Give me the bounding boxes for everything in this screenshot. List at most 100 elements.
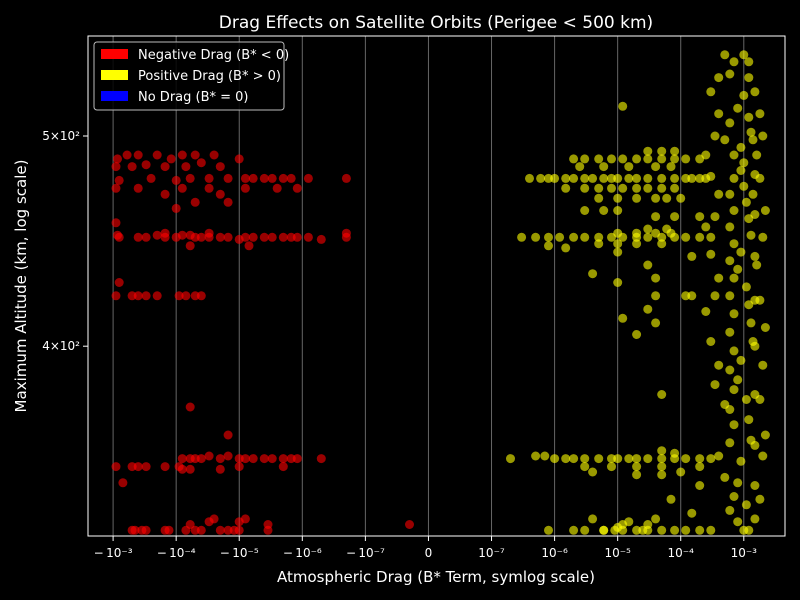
data-point <box>695 212 705 222</box>
data-point <box>725 438 735 448</box>
data-point <box>657 390 667 399</box>
data-point <box>720 472 730 482</box>
data-point <box>729 385 739 395</box>
data-point <box>760 430 770 440</box>
data-point <box>561 243 571 253</box>
data-point <box>599 173 609 183</box>
data-point <box>152 291 162 301</box>
data-point <box>303 173 313 183</box>
data-point <box>741 197 751 207</box>
data-point <box>670 154 680 164</box>
data-point <box>118 478 128 488</box>
data-point <box>190 150 200 160</box>
data-point <box>580 154 590 164</box>
data-point <box>278 232 288 242</box>
data-point <box>681 454 691 464</box>
data-point <box>223 173 233 183</box>
data-point <box>594 183 604 193</box>
data-point <box>725 365 735 375</box>
data-point <box>714 73 724 83</box>
data-point <box>651 228 661 238</box>
data-point <box>739 181 749 191</box>
data-point <box>588 467 598 477</box>
data-point <box>750 295 760 305</box>
legend-box <box>93 41 285 111</box>
data-point <box>248 232 258 242</box>
data-point <box>618 313 628 323</box>
data-point <box>632 454 642 464</box>
data-point <box>681 232 691 242</box>
data-point <box>267 173 277 183</box>
data-point <box>196 291 206 301</box>
data-point <box>657 239 667 249</box>
plot-frame <box>87 35 786 537</box>
data-point <box>133 183 143 193</box>
data-point <box>204 451 214 461</box>
legend-swatch-negative <box>101 49 128 59</box>
data-point <box>746 127 756 137</box>
data-point <box>171 175 181 185</box>
data-point <box>748 135 758 145</box>
data-point <box>341 173 351 183</box>
data-point <box>733 517 743 527</box>
data-point <box>710 131 720 141</box>
data-point <box>701 150 711 160</box>
data-point <box>651 514 661 524</box>
data-point <box>746 318 756 328</box>
data-point <box>736 142 746 152</box>
data-point <box>215 525 225 535</box>
data-point <box>209 150 219 160</box>
data-point <box>133 232 143 242</box>
data-point <box>695 462 705 472</box>
data-point <box>618 101 628 111</box>
data-point <box>580 173 590 183</box>
data-point <box>152 150 162 160</box>
data-point <box>750 514 760 524</box>
data-point <box>624 162 634 172</box>
data-point <box>736 456 746 466</box>
data-point <box>137 525 147 535</box>
data-point <box>632 462 642 472</box>
series-0 <box>111 150 414 535</box>
data-point <box>405 520 414 529</box>
data-point <box>278 462 288 472</box>
data-point <box>729 346 739 356</box>
data-point <box>681 291 691 301</box>
data-point <box>710 380 720 390</box>
data-point <box>760 323 770 332</box>
data-point <box>657 146 667 156</box>
data-point <box>651 162 661 172</box>
data-point <box>632 228 642 238</box>
data-point <box>624 173 634 183</box>
data-point <box>725 118 735 128</box>
data-point <box>729 150 739 160</box>
data-point <box>750 390 760 399</box>
data-point <box>714 273 724 283</box>
legend-label-negative: Negative Drag (B* < 0) <box>138 48 289 63</box>
legend-label-positive: Positive Drag (B* > 0) <box>138 69 281 84</box>
data-point <box>166 154 176 164</box>
data-point <box>234 517 244 527</box>
data-point <box>141 232 151 242</box>
data-point <box>607 462 616 472</box>
x-tick-label: − 10⁻⁷ <box>346 546 385 560</box>
data-point <box>681 154 691 164</box>
data-point <box>695 232 705 242</box>
data-point <box>177 230 187 240</box>
x-tick-label: − 10⁻⁶ <box>283 546 322 560</box>
data-point <box>670 173 680 183</box>
data-point <box>670 212 680 222</box>
data-point <box>632 470 642 480</box>
data-point <box>613 247 623 257</box>
y-axis-label: Maximum Altitude (km, log scale) <box>12 160 30 413</box>
data-point <box>544 525 553 535</box>
data-point <box>739 90 749 100</box>
data-point <box>223 197 233 207</box>
data-point <box>240 183 250 193</box>
data-point <box>177 454 187 464</box>
data-point <box>676 467 686 477</box>
data-point <box>185 464 195 474</box>
data-point <box>292 183 302 193</box>
x-axis-ticks: − 10⁻³ − 10⁻⁴ − 10⁻⁵ − 10⁻⁶ − 10⁻⁷ 0 10⁻⁷ 10⁻⁶ 1… <box>94 536 757 560</box>
